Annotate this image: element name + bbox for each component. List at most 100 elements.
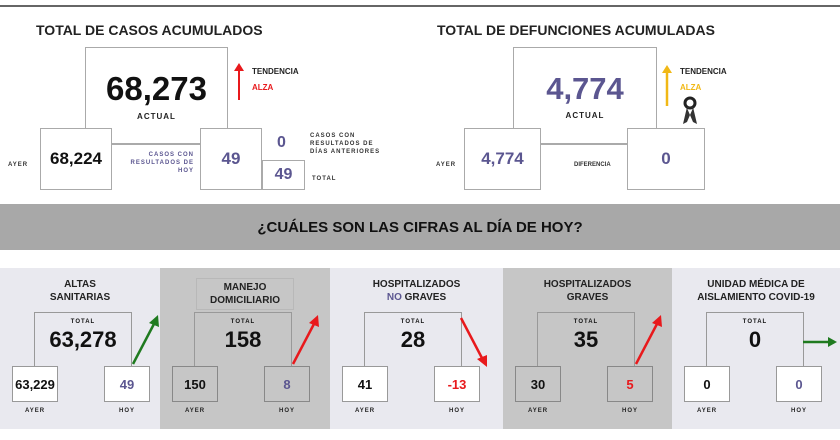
panel-title-line2: SANITARIAS: [0, 291, 160, 304]
top-divider: [0, 5, 840, 7]
panel-ayer-label: AYER: [696, 408, 718, 414]
defunciones-actual-box: 4,774 ACTUAL: [513, 47, 657, 144]
panel-hoy-label: HOY: [118, 408, 135, 414]
casos-title: TOTAL DE CASOS ACUMULADOS: [36, 22, 263, 38]
panel-title-line1: UNIDAD MÉDICA DE: [707, 279, 805, 290]
panel-title: ALTAS SANITARIAS: [0, 278, 160, 304]
panel-0: ALTAS SANITARIAS TOTAL 63,278 63,229 49 …: [0, 268, 160, 429]
panel-total-label: TOTAL: [230, 319, 256, 325]
panel-ayer-box: 41: [342, 366, 388, 402]
panel-title-line2-text: AISLAMIENTO COVID-19: [697, 292, 815, 303]
panel-title: MANEJO DOMICILIARIO: [196, 278, 294, 310]
panel-title-line1: MANEJO: [223, 282, 267, 293]
panel-total-label: TOTAL: [573, 319, 599, 325]
panel-hoy-value: 8: [283, 376, 291, 392]
mourning-ribbon-icon: [683, 96, 697, 124]
casos-hoy-label: CASOS CON RESULTADOS DE HOY: [130, 152, 194, 174]
defunciones-ayer-value: 4,774: [481, 149, 524, 168]
panel-hoy-box: 49: [104, 366, 150, 402]
casos-anteriores-label: CASOS CON RESULTADOS DE DÍAS ANTERIORES: [310, 133, 381, 155]
panel-total-box: TOTAL 158: [194, 312, 292, 366]
trend-up-arrow-icon: [634, 315, 662, 365]
connector-line: [112, 144, 200, 145]
panel-hoy-box: 8: [264, 366, 310, 402]
panel-total-box: TOTAL 0: [706, 312, 804, 366]
casos-actual-box: 68,273 ACTUAL: [85, 47, 228, 144]
panel-title-line2: NO GRAVES: [330, 291, 503, 304]
defunciones-actual-value: 4,774: [546, 71, 624, 106]
panel-ayer-value: 41: [357, 376, 373, 392]
panel-2: HOSPITALIZADOS NO GRAVES TOTAL 28 41 -13…: [330, 268, 503, 429]
panel-total-box: TOTAL 63,278: [34, 312, 132, 366]
panel-hoy-box: -13: [434, 366, 480, 402]
defunciones-diferencia-value: 0: [661, 149, 671, 168]
casos-tendencia-value: ALZA: [252, 83, 274, 92]
panel-title-line2-text: DOMICILIARIO: [210, 295, 280, 306]
defunciones-actual-label: ACTUAL: [565, 111, 605, 120]
panel-ayer-value: 63,229: [15, 376, 55, 392]
panel-3: HOSPITALIZADOS GRAVES TOTAL 35 30 5 AYER…: [503, 268, 672, 429]
panel-hoy-label: HOY: [621, 408, 638, 414]
panel-title: HOSPITALIZADOS NO GRAVES: [330, 278, 503, 304]
casos-total-value: 49: [274, 166, 293, 183]
trend-up-arrow-icon: [662, 65, 672, 106]
defunciones-ayer-box: 4,774: [464, 128, 541, 190]
panel-hoy-box: 5: [607, 366, 653, 402]
section-banner: ¿CUÁLES SON LAS CIFRAS AL DÍA DE HOY?: [0, 204, 840, 250]
trend-up-arrow-icon: [234, 63, 244, 100]
connector-line: [541, 144, 627, 145]
panel-total-label: TOTAL: [742, 319, 768, 325]
panel-ayer-label: AYER: [184, 408, 206, 414]
panel-1: MANEJO DOMICILIARIO TOTAL 158 150 8 AYER…: [160, 268, 330, 429]
trend-down-arrow-icon: [459, 317, 487, 367]
casos-actual-value: 68,273: [106, 70, 207, 107]
panel-title-line1: HOSPITALIZADOS: [372, 279, 461, 290]
panel-title-line2: DOMICILIARIO: [197, 294, 293, 307]
panel-hoy-value: 5: [626, 376, 634, 392]
panel-total-value: 28: [400, 327, 426, 352]
trend-up-arrow-icon: [291, 315, 319, 365]
panel-title-prefix: NO: [386, 292, 402, 303]
panel-total-value: 158: [224, 327, 262, 352]
panel-hoy-value: 0: [795, 376, 803, 392]
casos-actual-label: ACTUAL: [137, 112, 176, 121]
defunciones-title: TOTAL DE DEFUNCIONES ACUMULADAS: [437, 22, 715, 38]
casos-ayer-box: 68,224: [40, 128, 112, 190]
panel-ayer-box: 63,229: [12, 366, 58, 402]
defunciones-diferencia-label: DIFERENCIA: [574, 162, 611, 168]
casos-tendencia-label: TENDENCIA: [252, 67, 299, 76]
defunciones-tendencia-value: ALZA: [680, 83, 702, 92]
panel-ayer-value: 150: [184, 376, 206, 392]
panel-hoy-label: HOY: [278, 408, 295, 414]
panel-title-line2: GRAVES: [503, 291, 672, 304]
panel-hoy-value: 49: [119, 376, 135, 392]
defunciones-ayer-label: AYER: [436, 162, 457, 168]
panel-title-line2-text: SANITARIAS: [49, 292, 111, 303]
panel-title-line1: ALTAS: [64, 279, 96, 290]
panel-total-box: TOTAL 35: [537, 312, 635, 366]
panel-ayer-label: AYER: [527, 408, 549, 414]
panel-ayer-value: 0: [703, 376, 711, 392]
casos-hoy-value: 49: [221, 149, 241, 168]
panel-total-value: 0: [748, 327, 762, 352]
panel-ayer-value: 30: [530, 376, 546, 392]
panel-title-line1: HOSPITALIZADOS: [543, 279, 632, 290]
panel-total-label: TOTAL: [400, 319, 426, 325]
panel-title: UNIDAD MÉDICA DE AISLAMIENTO COVID-19: [672, 278, 840, 304]
casos-total-box: 49: [262, 160, 305, 190]
casos-hoy-box: 49: [200, 128, 262, 190]
panel-ayer-label: AYER: [24, 408, 46, 414]
panel-total-label: TOTAL: [70, 319, 96, 325]
panel-title-line2: AISLAMIENTO COVID-19: [672, 291, 840, 304]
trend-up-arrow-icon: [131, 315, 159, 365]
defunciones-tendencia-label: TENDENCIA: [680, 67, 727, 76]
casos-anteriores-value: 0: [277, 134, 286, 151]
panel-hoy-box: 0: [776, 366, 822, 402]
casos-ayer-value: 68,224: [50, 149, 102, 168]
panel-hoy-label: HOY: [448, 408, 465, 414]
panel-ayer-box: 0: [684, 366, 730, 402]
casos-ayer-label: AYER: [8, 162, 29, 168]
panel-ayer-box: 150: [172, 366, 218, 402]
panel-total-value: 35: [573, 327, 599, 352]
panel-4: UNIDAD MÉDICA DE AISLAMIENTO COVID-19 TO…: [672, 268, 840, 429]
